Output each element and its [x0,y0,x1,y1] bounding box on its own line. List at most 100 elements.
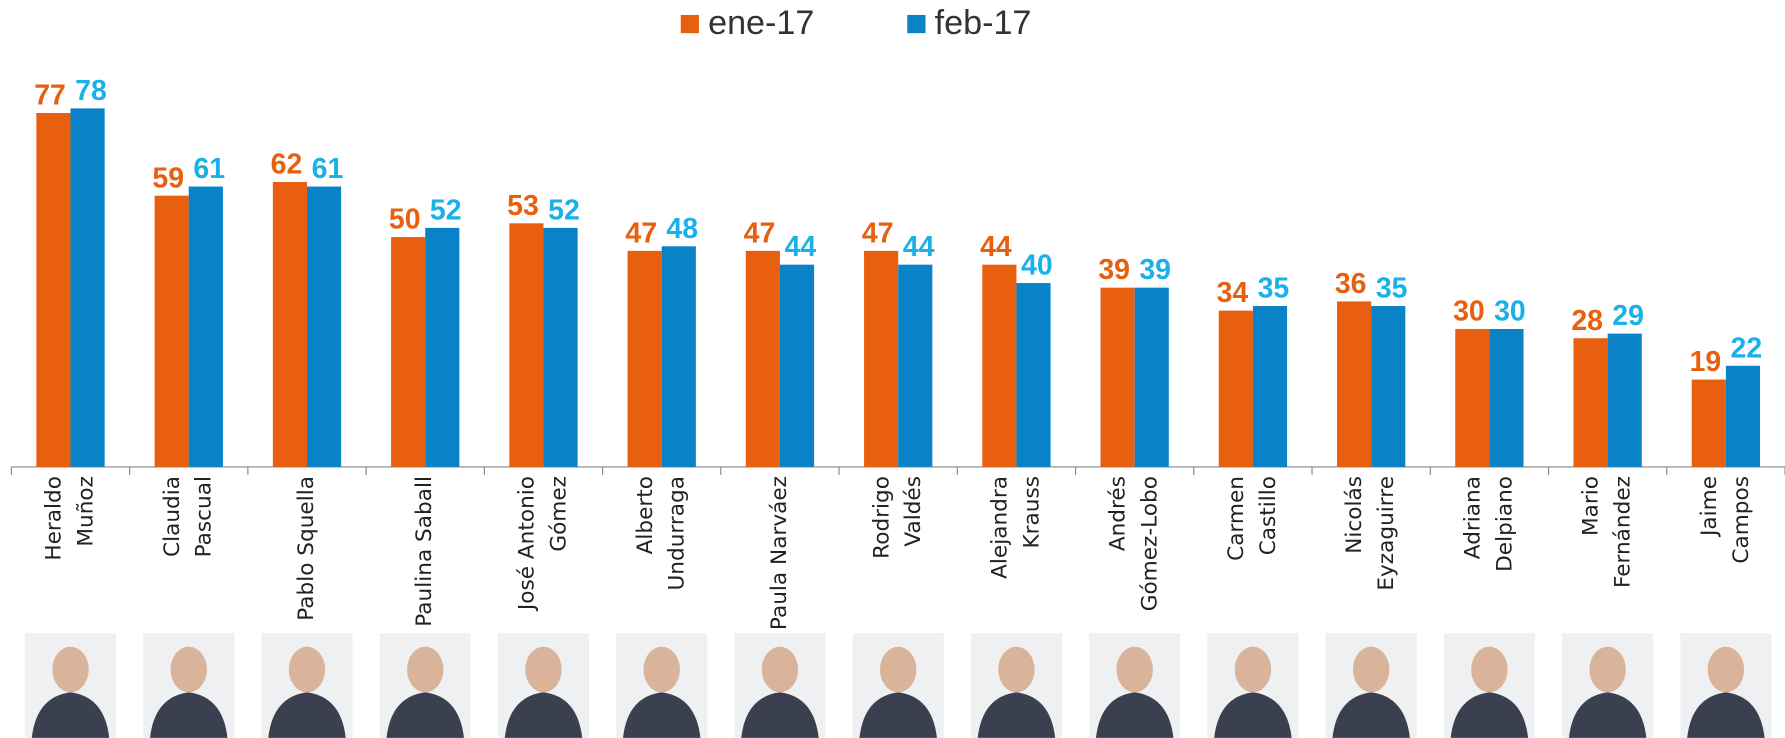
portrait [379,633,471,738]
bar [779,264,815,467]
value-label: 30 [1494,296,1526,328]
bar [1691,379,1726,467]
bar [1607,333,1642,467]
bar [543,227,578,467]
portrait-head [52,646,89,693]
portrait [1562,633,1654,738]
x-tick-label: Undurraga [665,476,690,591]
portrait [1089,633,1181,738]
value-label: 44 [980,231,1012,263]
portrait [1680,633,1772,738]
bar [36,112,71,467]
portrait [1325,633,1417,738]
portrait-head [1116,646,1153,693]
portrait [970,633,1062,738]
portrait [1207,633,1299,738]
bar [272,181,307,467]
portrait-body [977,692,1056,738]
portrait-body [504,692,583,738]
x-tick-label: Eyzaguirre [1374,476,1399,591]
bar [661,246,696,467]
portrait [143,633,235,738]
portrait-head [1352,646,1390,693]
portrait-head [1707,646,1745,693]
portrait [734,633,826,738]
value-label: 47 [625,217,657,249]
portrait-head [761,646,799,693]
x-tick-label: Adriana [1460,476,1485,559]
value-label: 61 [312,153,344,185]
bar [154,195,189,467]
value-label: 40 [1021,250,1053,282]
x-tick-label: Pascual [192,476,217,557]
value-label: 35 [1258,273,1290,305]
portrait-body [268,692,346,738]
portrait-head [525,646,562,693]
portrait-body [1450,692,1529,738]
value-label: 36 [1335,268,1367,300]
x-tick-label: Gómez-Lobo [1138,476,1163,611]
value-label: 48 [666,213,698,245]
x-tick-label: José Antonio [515,476,540,612]
bar [1100,287,1135,467]
portrait-body [1332,692,1410,738]
bar [1337,301,1372,467]
portrait-head [1471,646,1508,693]
value-label: 53 [507,190,539,222]
portrait [616,633,708,738]
portrait-body [1214,692,1292,738]
bar [188,186,223,467]
x-tick-label: Jaime [1697,476,1722,538]
value-label: 35 [1376,273,1408,305]
value-label: 52 [430,194,462,226]
bar [1218,310,1253,467]
bar [1489,329,1524,467]
value-label: 77 [34,80,66,112]
bar [425,227,460,467]
value-label: 22 [1731,332,1763,364]
bar [1725,365,1761,467]
x-tick-label: Claudia [160,476,185,557]
portrait [261,633,353,738]
portrait [497,633,590,738]
portrait [1443,633,1535,738]
portrait-head [879,646,917,693]
portrait-body [623,692,701,738]
bar [864,250,899,467]
portrait-body [859,692,937,738]
x-tick-label: Mario [1579,476,1604,536]
x-tick-label: Gómez [546,476,571,552]
x-tick-label: Rodrigo [869,476,894,559]
legend-swatch [680,14,699,34]
x-tick-label: Alberto [633,476,658,554]
portrait-head [407,646,444,693]
value-label: 47 [862,217,894,249]
portrait-body [741,692,819,738]
portrait [24,633,117,738]
x-tick-label: Castillo [1256,476,1281,555]
legend-label: feb-17 [935,4,1032,42]
bar [1016,283,1051,467]
value-label: 61 [193,153,225,185]
portrait-body [31,692,110,738]
portrait-body [386,692,464,738]
x-tick-label: Pablo Squella [294,476,319,621]
x-tick-label: Muñoz [73,476,98,547]
value-label: 52 [548,194,580,226]
value-label: 47 [744,217,776,249]
bar [306,186,342,467]
portrait-head [643,646,680,693]
value-label: 44 [785,231,817,263]
x-tick-label: Nicolás [1342,476,1367,554]
x-tick-label: Delpiano [1492,476,1517,572]
x-tick-label: Paula Narváez [767,476,792,630]
x-tick-label: Heraldo [42,476,67,561]
value-label: 78 [75,75,107,107]
bar [1455,329,1490,467]
x-tick-label: Alejandra [987,476,1012,579]
portrait-body [1095,692,1174,738]
value-label: 19 [1690,346,1722,378]
x-tick-label: Krauss [1019,476,1044,549]
bar [745,250,780,467]
